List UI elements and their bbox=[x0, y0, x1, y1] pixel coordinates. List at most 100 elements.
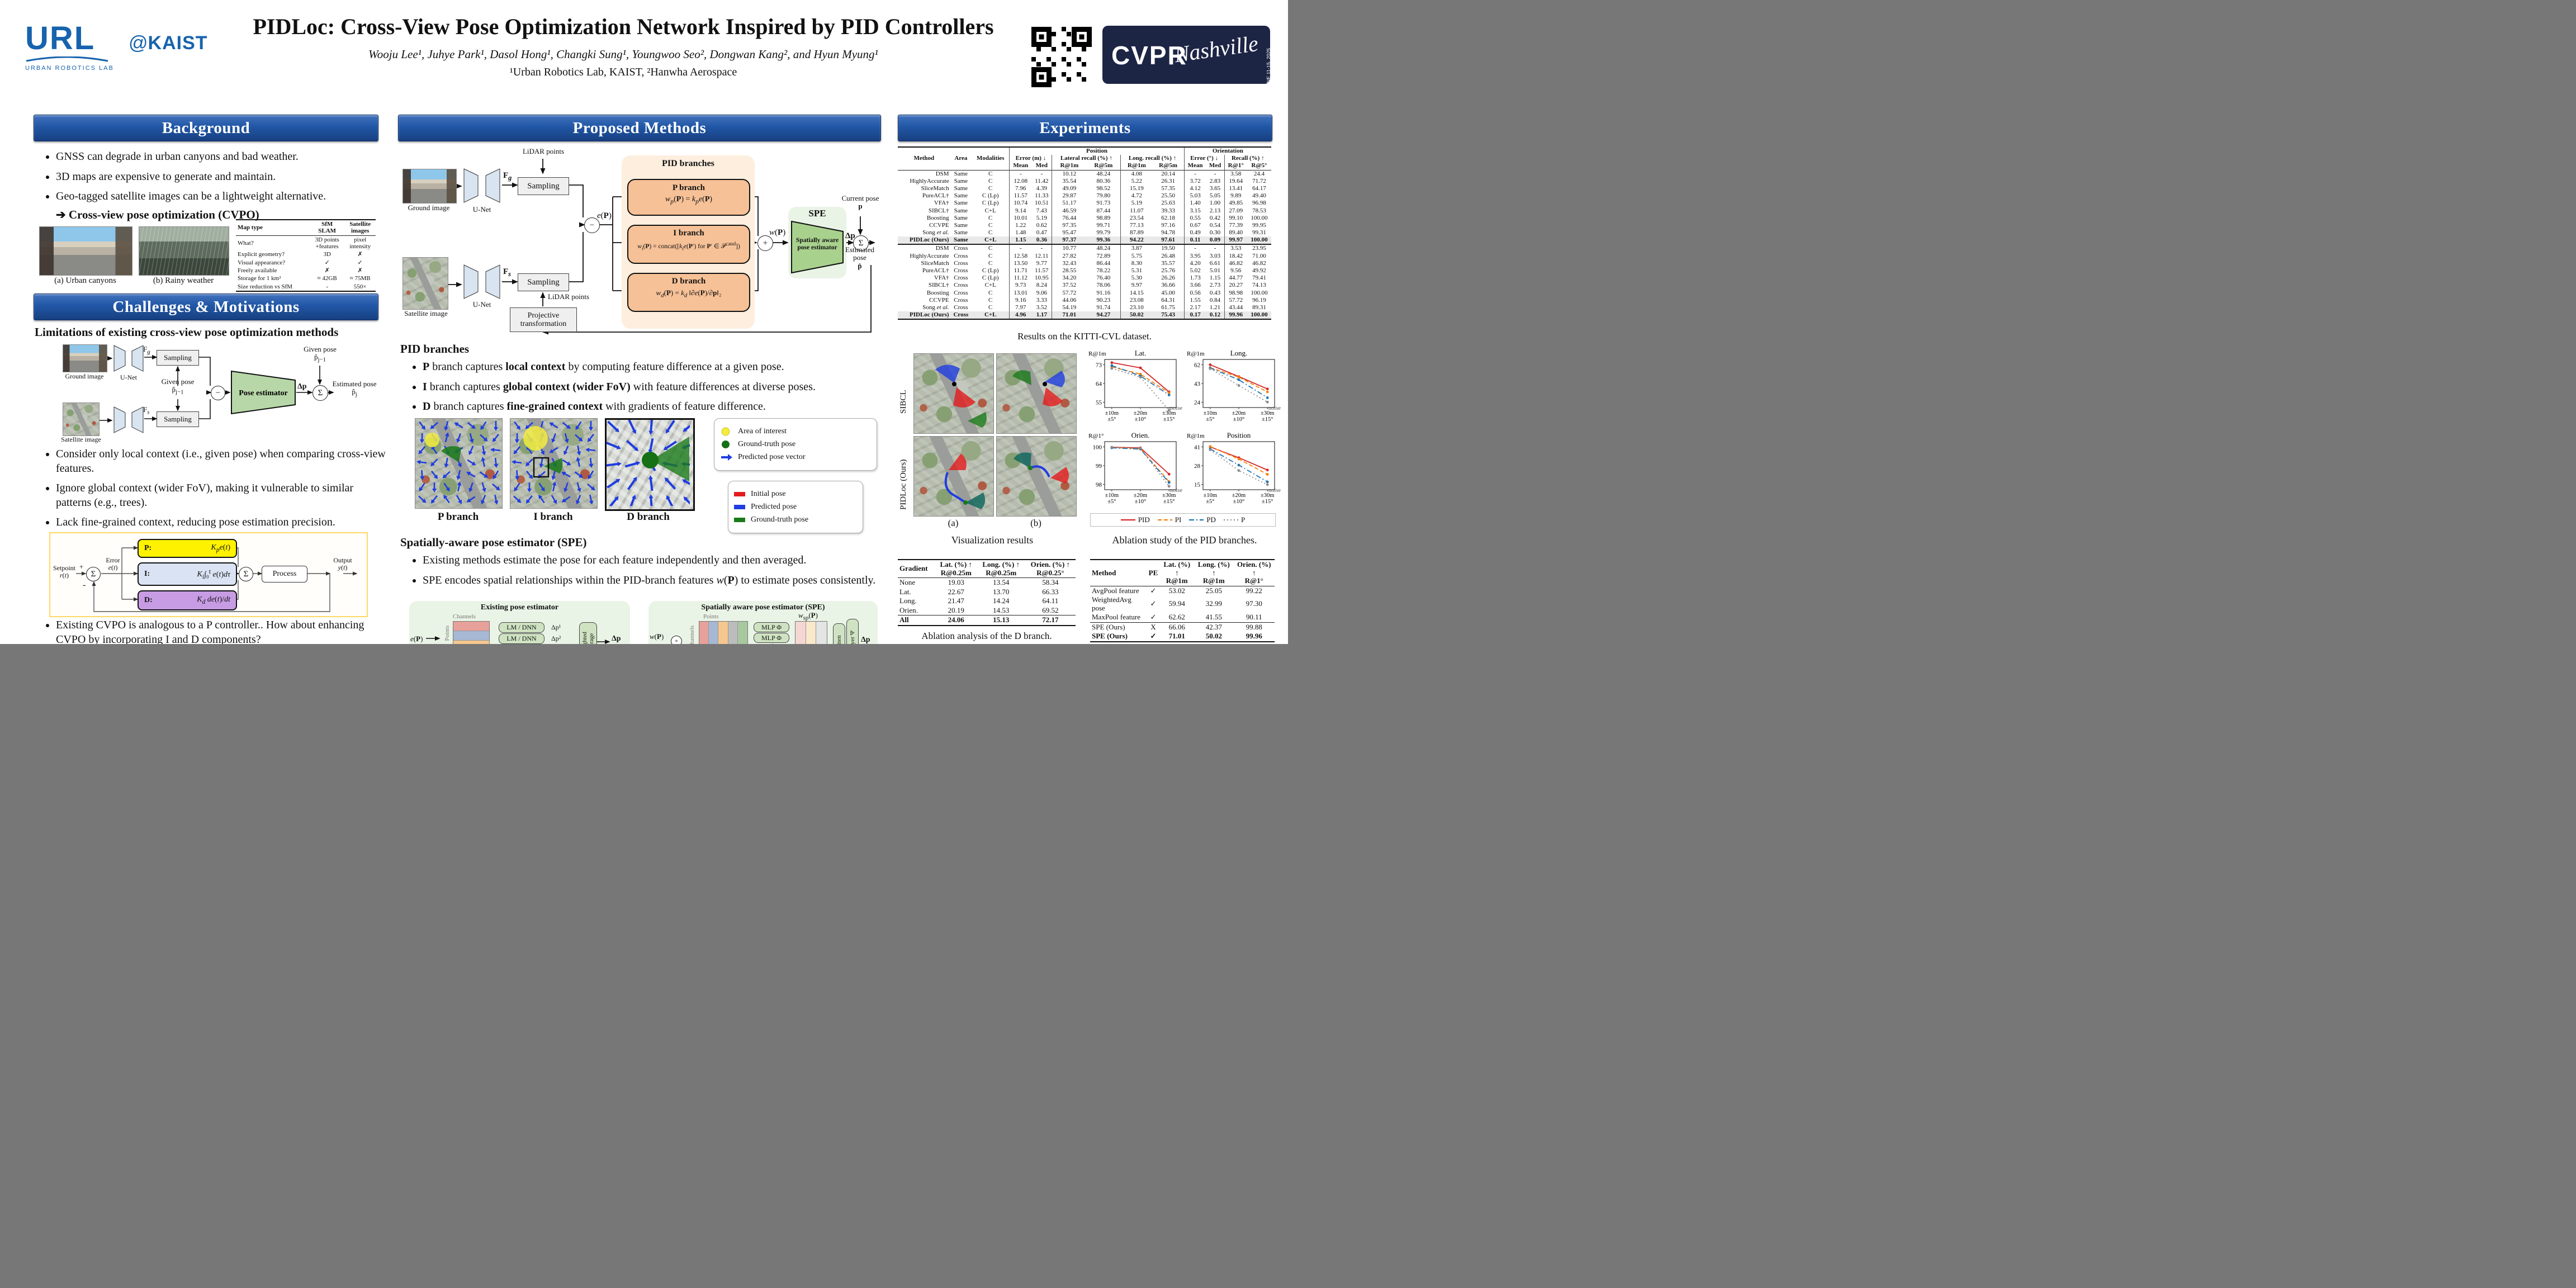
svg-text:±5°: ±5° bbox=[1107, 416, 1116, 423]
cell: Visual appearance? bbox=[238, 259, 286, 266]
cell: 0.30 bbox=[1206, 229, 1225, 237]
cell: Cross bbox=[954, 282, 968, 289]
svg-text:noise: noise bbox=[1268, 405, 1281, 411]
cell: 72.17 bbox=[1025, 615, 1076, 626]
svg-text:±30m: ±30m bbox=[1261, 493, 1274, 499]
cell: DSM bbox=[898, 244, 950, 253]
cell: 5.03 bbox=[1190, 192, 1201, 200]
process-box: Process bbox=[262, 566, 307, 583]
input-w-label: w(P) bbox=[650, 632, 664, 641]
i-branch-label: I branch bbox=[533, 511, 573, 523]
svg-text:64: 64 bbox=[1096, 381, 1102, 387]
cell: 71.01 bbox=[1168, 632, 1185, 641]
methods-diagram: LiDAR points Ground image U-Net Fg Sampl… bbox=[398, 146, 880, 338]
cell: 25.50 bbox=[1152, 192, 1185, 200]
cell: 29.87 bbox=[1062, 192, 1077, 200]
bullet-item: Existing methods estimate the pose for e… bbox=[423, 553, 896, 568]
sum-op-icon: Σ bbox=[853, 235, 869, 251]
cell: 99.36 bbox=[1086, 236, 1121, 245]
svg-text:±10°: ±10° bbox=[1135, 499, 1146, 505]
svg-text:noise: noise bbox=[1170, 487, 1183, 494]
minus-op-icon: − bbox=[584, 217, 600, 233]
cell: 9.97 bbox=[1131, 282, 1143, 289]
cell: VFA† bbox=[934, 274, 949, 282]
col-header: Orien. (%) ↑ R@1° bbox=[1233, 560, 1275, 586]
photo-caption-b: (b) Rainy weather bbox=[153, 276, 214, 285]
cell: 49.85 bbox=[1229, 200, 1243, 207]
unet-icon bbox=[113, 406, 144, 433]
ground-image-thumb bbox=[402, 169, 457, 203]
cell: 28.55 bbox=[1062, 267, 1077, 274]
cell: 0.54 bbox=[1206, 221, 1225, 230]
cell: 99.31 bbox=[1252, 229, 1266, 236]
cvpr-text: CVPR bbox=[1111, 41, 1187, 70]
unet-icon bbox=[463, 264, 500, 299]
cell: Same bbox=[954, 229, 968, 236]
area-of-interest-icon bbox=[721, 427, 730, 436]
svg-text:±10°: ±10° bbox=[1135, 416, 1146, 423]
cell: 5.02 bbox=[1190, 267, 1201, 274]
cell: 50.02 bbox=[1120, 311, 1153, 320]
cell: SPE (Ours) bbox=[1090, 622, 1147, 632]
col-header: Gradient bbox=[898, 560, 935, 579]
pid-branches-panel: PID branches P branch wp(P) = kpe(P) I b… bbox=[622, 155, 755, 329]
i-controller-box: I: Ki∫₀t e(t)dτ bbox=[138, 562, 237, 586]
cell: 48.24 bbox=[1086, 170, 1121, 178]
cell: 78.06 bbox=[1086, 282, 1121, 290]
cell: 78.53 bbox=[1252, 207, 1266, 214]
cell: 6.61 bbox=[1206, 259, 1225, 267]
dots: ⋮ bbox=[519, 643, 525, 644]
cell: 22.67 bbox=[948, 587, 964, 596]
bullet-item: Geo-tagged satellite images can be a lig… bbox=[56, 190, 391, 204]
dp2-label: Δp² bbox=[551, 634, 561, 642]
cell: 2.73 bbox=[1206, 282, 1225, 290]
i-branch-box: I branch wi(P) = concat([kie(P′) for P′ … bbox=[627, 225, 750, 264]
bullet-item: Lack fine-grained context, reducing pose… bbox=[56, 515, 391, 530]
cell: 15.19 bbox=[1130, 184, 1144, 192]
cell: ✗ bbox=[324, 267, 330, 274]
predicted-pose-vector-icon bbox=[721, 454, 732, 461]
cell: 32.43 bbox=[1062, 259, 1077, 267]
col-header: Method bbox=[1090, 560, 1147, 586]
svg-text:±15°: ±15° bbox=[1262, 416, 1273, 423]
delta-p-label: Δp bbox=[297, 382, 307, 391]
cell: C (Lp) bbox=[972, 192, 1010, 200]
cell: 14.53 bbox=[993, 605, 1010, 614]
cell: 14.15 bbox=[1130, 289, 1144, 296]
section-methods: Proposed Methods bbox=[398, 115, 881, 141]
setpoint-label: Setpoint r(t) bbox=[53, 564, 75, 580]
section-challenges: Challenges & Motivations bbox=[34, 293, 378, 320]
cell: 0.43 bbox=[1206, 289, 1225, 297]
cell: 1.22 bbox=[1015, 221, 1026, 229]
d-controller-box: D: Kd de(t)/dt bbox=[138, 590, 237, 610]
cell: 96.98 bbox=[1252, 200, 1266, 207]
svg-text:41: 41 bbox=[1194, 444, 1200, 451]
svg-text:28: 28 bbox=[1194, 463, 1201, 470]
cell: 1.15 bbox=[1206, 274, 1225, 282]
cell: 76.44 bbox=[1062, 214, 1077, 221]
cell: 11.12 bbox=[1014, 274, 1027, 282]
cell: 25.05 bbox=[1205, 586, 1222, 595]
cell: 11.57 bbox=[1014, 192, 1027, 200]
unet-label: U-Net bbox=[120, 373, 137, 381]
cvpr-dates: JUNE 11-15, 2025 bbox=[1266, 48, 1271, 89]
col-header: PE bbox=[1147, 560, 1160, 586]
cell: C bbox=[972, 229, 1010, 237]
cell: 99.71 bbox=[1086, 221, 1121, 230]
cell: 97.61 bbox=[1152, 236, 1185, 245]
cell: 66.33 bbox=[1042, 587, 1059, 596]
cell: 57.72 bbox=[1062, 289, 1077, 296]
predicted-pose-swatch bbox=[734, 505, 745, 509]
cell: 57.72 bbox=[1229, 296, 1243, 304]
existing-estimator-figure: Existing pose estimator e(P) Channels Po… bbox=[409, 601, 630, 644]
cell: 0.55 bbox=[1190, 214, 1201, 221]
svg-text:±15°: ±15° bbox=[1163, 416, 1175, 423]
unet-label: U-Net bbox=[472, 300, 491, 309]
cell: 19.03 bbox=[948, 578, 964, 587]
cell: 61.75 bbox=[1152, 304, 1185, 312]
cell: 99.88 bbox=[1233, 622, 1275, 632]
svg-text:±5°: ±5° bbox=[1107, 499, 1116, 505]
vis-image-sibcl-b bbox=[996, 353, 1077, 434]
sampling-box: Sampling bbox=[157, 350, 199, 366]
url-lab-caption: URBAN ROBOTICS LAB bbox=[25, 65, 114, 72]
